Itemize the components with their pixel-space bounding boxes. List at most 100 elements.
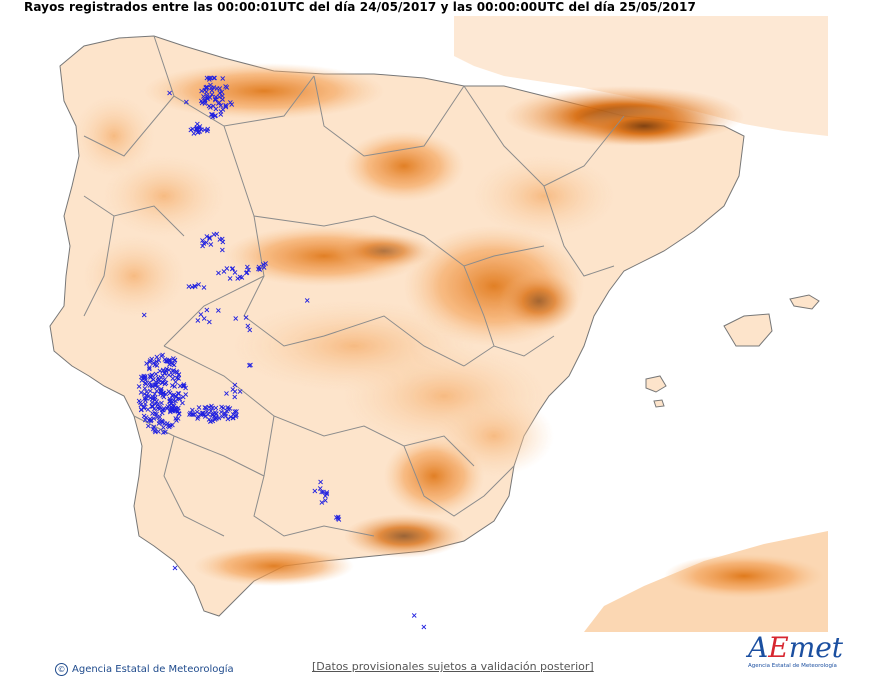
lightning-strike-marker: × <box>159 391 166 400</box>
lightning-strike-marker: × <box>230 410 237 419</box>
lightning-strike-marker: × <box>143 359 150 368</box>
lightning-strike-marker: × <box>209 86 216 95</box>
lightning-strike-marker: × <box>152 393 159 402</box>
lightning-strike-marker: × <box>244 268 251 277</box>
lightning-strike-marker: × <box>153 397 160 406</box>
lightning-strike-marker: × <box>204 124 211 133</box>
lightning-strike-marker: × <box>162 380 169 389</box>
lightning-strike-marker: × <box>215 306 222 315</box>
lightning-strike-marker: × <box>245 266 252 275</box>
lightning-strike-marker: × <box>172 564 179 573</box>
lightning-strike-marker: × <box>198 125 205 134</box>
lightning-strike-marker: × <box>176 370 183 379</box>
lightning-strike-marker: × <box>171 404 178 413</box>
page-title: Rayos registrados entre las 00:00:01UTC … <box>24 0 696 14</box>
lightning-strike-marker: × <box>215 413 222 422</box>
aemet-logo: AEmet Agencia Estatal de Meteorología <box>748 634 843 678</box>
lightning-strike-marker: × <box>203 84 210 93</box>
lightning-strike-marker: × <box>141 384 148 393</box>
lightning-strike-marker: × <box>317 484 324 493</box>
lightning-strike-marker: × <box>322 496 329 505</box>
lightning-strike-marker: × <box>156 356 163 365</box>
lightning-strike-marker: × <box>233 412 240 421</box>
lightning-strike-marker: × <box>151 390 158 399</box>
lightning-strike-marker: × <box>148 402 155 411</box>
lightning-strike-marker: × <box>141 311 148 320</box>
lightning-strike-marker: × <box>217 110 224 119</box>
lightning-strike-marker: × <box>201 239 208 248</box>
lightning-strike-marker: × <box>172 407 179 416</box>
lightning-strike-marker: × <box>187 408 194 417</box>
lightning-strike-marker: × <box>204 407 211 416</box>
lightning-strike-marker: × <box>159 405 166 414</box>
lightning-strike-marker: × <box>175 374 182 383</box>
lightning-strike-marker: × <box>146 358 153 367</box>
lightning-strike-marker: × <box>219 238 226 247</box>
lightning-strike-marker: × <box>149 398 156 407</box>
lightning-strike-marker: × <box>209 90 216 99</box>
lightning-strike-marker: × <box>155 375 162 384</box>
lightning-strike-marker: × <box>147 415 154 424</box>
lightning-strike-marker: × <box>166 371 173 380</box>
lightning-strike-marker: × <box>152 426 159 435</box>
lightning-strike-marker: × <box>161 404 168 413</box>
lightning-strike-marker: × <box>227 274 234 283</box>
lightning-strike-marker: × <box>218 408 225 417</box>
lightning-strike-marker: × <box>149 370 156 379</box>
disclaimer-link[interactable]: [Datos provisionales sujetos a validació… <box>312 660 594 673</box>
lightning-strike-marker: × <box>218 402 225 411</box>
lightning-strike-marker: × <box>189 283 196 292</box>
lightning-strike-marker: × <box>202 83 209 92</box>
lightning-strike-marker: × <box>186 410 193 419</box>
lightning-strike-marker: × <box>149 409 156 418</box>
lightning-strike-marker: × <box>147 381 154 390</box>
lightning-strike-marker: × <box>222 410 229 419</box>
lightning-strike-marker: × <box>176 410 183 419</box>
lightning-strike-marker: × <box>153 380 160 389</box>
lightning-strike-marker: × <box>239 273 246 282</box>
copyright-notice: © Agencia Estatal de Meteorología <box>55 663 234 676</box>
lightning-strike-marker: × <box>209 410 216 419</box>
lightning-strike-marker: × <box>160 428 167 437</box>
lightning-strike-marker: × <box>151 414 158 423</box>
lightning-strike-marker: × <box>143 387 150 396</box>
region-borders <box>83 35 625 537</box>
lightning-strike-marker: × <box>152 380 159 389</box>
lightning-strike-marker: × <box>142 379 149 388</box>
lightning-strike-marker: × <box>262 259 269 268</box>
lightning-strike-marker: × <box>232 387 239 396</box>
lightning-strike-marker: × <box>206 415 213 424</box>
lightning-strike-marker: × <box>155 374 162 383</box>
lightning-strike-marker: × <box>163 364 170 373</box>
lightning-strike-marker: × <box>231 393 238 402</box>
lightning-strike-marker: × <box>210 102 217 111</box>
lightning-strike-marker: × <box>167 388 174 397</box>
lightning-strike-marker: × <box>175 371 182 380</box>
lightning-strike-marker: × <box>213 409 220 418</box>
lightning-strike-marker: × <box>152 409 159 418</box>
lightning-strike-marker: × <box>145 422 152 431</box>
lightning-strike-marker: × <box>222 412 229 421</box>
lightning-strike-marker: × <box>320 487 327 496</box>
lightning-strike-marker: × <box>196 124 203 133</box>
lightning-strike-marker: × <box>243 313 250 322</box>
lightning-strike-marker: × <box>233 407 240 416</box>
lightning-strike-marker: × <box>243 269 250 278</box>
lightning-strike-marker: × <box>234 274 241 283</box>
lightning-strike-marker: × <box>147 387 154 396</box>
lightning-strike-marker: × <box>197 310 204 319</box>
lightning-strike-marker: × <box>159 379 166 388</box>
lightning-strike-marker: × <box>173 416 180 425</box>
lightning-strike-marker: × <box>194 119 201 128</box>
lightning-strike-marker: × <box>206 101 213 110</box>
lightning-strike-marker: × <box>138 376 145 385</box>
lightning-strike-marker: × <box>195 280 202 289</box>
lightning-strike-marker: × <box>193 124 200 133</box>
lightning-strike-marker: × <box>226 404 233 413</box>
lightning-strike-marker: × <box>216 235 223 244</box>
lightning-strike-marker: × <box>161 375 168 384</box>
lightning-strike-marker: × <box>163 367 170 376</box>
lightning-strike-marker: × <box>189 125 196 134</box>
lightning-strike-marker: × <box>221 409 228 418</box>
lightning-strike-marker: × <box>224 414 231 423</box>
